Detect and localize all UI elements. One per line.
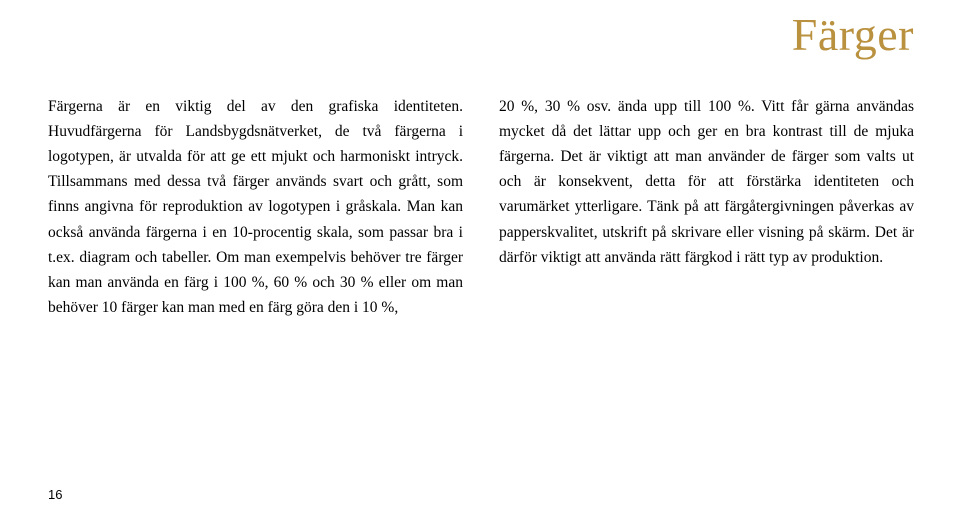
- column-left: Färgerna är en viktig del av den grafisk…: [48, 94, 463, 320]
- page-number: 16: [48, 487, 62, 502]
- page-title: Färger: [792, 8, 914, 61]
- column-right: 20 %, 30 % osv. ända upp till 100 %. Vit…: [499, 94, 914, 320]
- text-columns: Färgerna är en viktig del av den grafisk…: [48, 94, 914, 320]
